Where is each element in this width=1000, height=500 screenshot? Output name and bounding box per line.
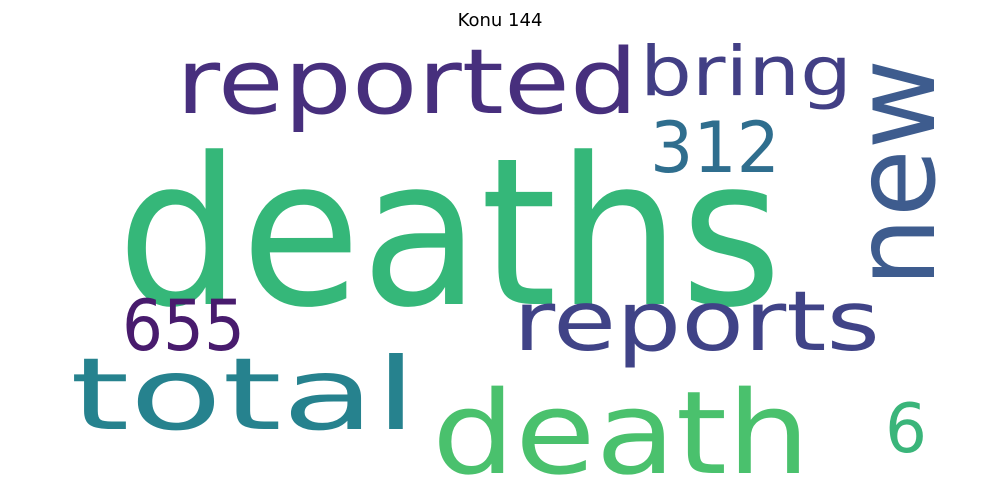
word-death: death	[432, 367, 810, 500]
figure-title: Konu 144	[457, 10, 543, 31]
word-reports: reports	[513, 273, 880, 370]
word-reported: reported	[176, 30, 638, 135]
word-bring: bring	[640, 32, 852, 112]
word-total: total	[70, 336, 417, 453]
word-312: 312	[650, 107, 780, 189]
word-deaths: deaths	[117, 115, 782, 353]
word-6: 6	[885, 390, 927, 469]
word-655: 655	[122, 285, 245, 367]
word-new: new	[831, 59, 961, 287]
